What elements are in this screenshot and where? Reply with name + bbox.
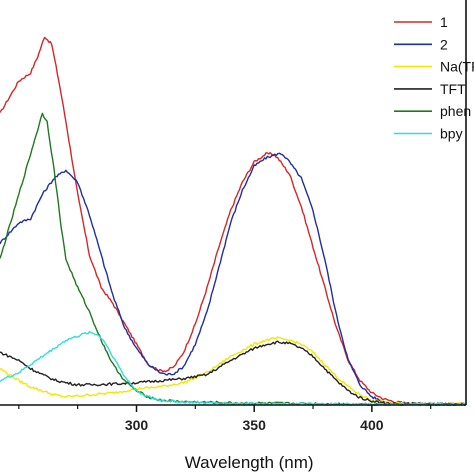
series-line-2 [0, 152, 467, 406]
tick-layer: 300 350 400 [18, 405, 432, 433]
legend-label-1: 1 [440, 14, 448, 30]
legend-label-4: TFT [440, 81, 466, 97]
legend-label-2: 2 [440, 36, 448, 52]
x-axis-title: Wavelength (nm) [185, 453, 314, 472]
legend-label-6: bpy [440, 126, 463, 142]
series-line-1 [0, 36, 467, 406]
series-layer [0, 36, 467, 407]
x-tick-label: 350 [243, 417, 267, 433]
series-line-6 [0, 330, 467, 407]
legend: 1 2 Na(TFT) TFT phen bpy [394, 14, 474, 142]
x-tick-label: 400 [360, 417, 384, 433]
legend-label-5: phen [440, 103, 471, 119]
legend-label-3: Na(TFT) [440, 59, 474, 75]
series-line-3 [0, 336, 467, 406]
x-tick-label: 300 [125, 417, 149, 433]
